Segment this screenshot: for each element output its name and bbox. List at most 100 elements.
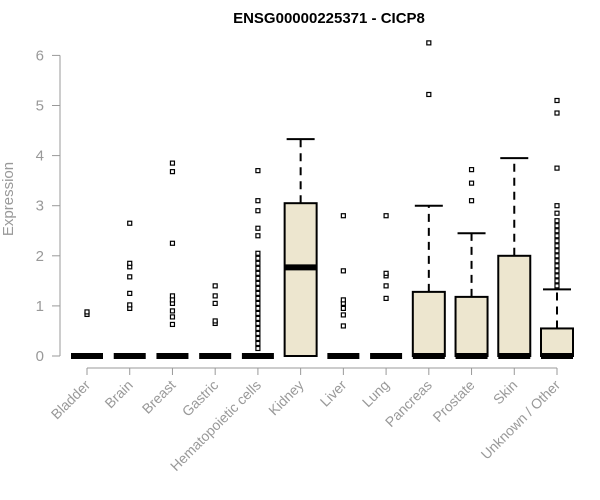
box-0 [71,309,103,359]
x-tick-label: Lung [359,377,392,410]
outlier-point [255,260,261,266]
y-tick-label: 0 [36,348,44,365]
x-tick-label: Bladder [48,377,94,423]
outlier-point [554,273,560,279]
outlier-point [426,40,432,46]
box-2 [156,160,189,359]
outlier-point [169,297,176,303]
outlier-point [255,340,261,347]
x-tick-label: Prostate [429,377,477,425]
outlier-point [255,335,261,342]
outlier-point [554,218,560,224]
outlier-point [255,295,261,301]
outlier-point [554,278,560,284]
x-tick-label: Kidney [265,377,307,419]
y-axis-label: Expression [0,162,17,236]
y-tick-label: 3 [36,198,44,215]
y-tick-label: 6 [36,47,44,64]
box-5 [283,138,318,357]
box-1 [113,220,146,359]
outlier-point [169,169,176,175]
outlier-point [127,220,133,226]
outlier-point [554,210,560,216]
box-6 [327,213,360,359]
outlier-point [554,283,560,289]
outlier-point [554,253,560,259]
outlier-point [554,268,560,274]
x-tick-label: Pancreas [382,377,435,430]
outlier-point [255,255,261,261]
box-10 [497,157,532,359]
outlier-point [84,309,90,315]
x-tick-label: Gastric [179,377,222,420]
outlier-point [383,270,389,276]
outlier-point [554,258,560,264]
outlier-point [383,283,389,289]
box-rect [497,254,532,357]
outlier-point [554,97,560,104]
outlier-point [340,268,346,274]
y-tick-label: 2 [36,248,44,265]
outlier-point [554,165,560,171]
box-rect [411,290,446,358]
x-tick-label: Liver [317,377,350,410]
outlier-point [255,225,261,231]
outlier-point [255,325,261,332]
outlier-point [255,168,261,174]
outlier-point [255,290,261,296]
outlier-point [212,318,218,324]
outlier-point [255,345,261,352]
box-8 [411,40,446,359]
outlier-point [255,275,261,281]
box-11 [540,97,574,359]
outlier-point [255,198,261,204]
outlier-point [169,293,176,299]
outlier-point [340,323,346,329]
outlier-point [255,320,261,327]
y-tick-label: 1 [36,298,44,315]
outlier-point [212,293,218,299]
box-3 [199,283,232,359]
box-rect [540,327,574,358]
outlier-point [255,208,261,214]
outlier-point [554,203,560,209]
outlier-point [255,270,261,276]
outlier-point [169,308,176,314]
outlier-point [554,233,560,239]
outlier-point [468,167,475,173]
outlier-point [554,243,560,249]
outlier-point [255,310,261,317]
outlier-point [383,295,389,301]
outlier-point [468,180,475,186]
outlier-point [554,110,560,116]
outlier-point [255,280,261,286]
outlier-point [127,302,133,308]
outlier-point [554,238,560,244]
outlier-point [554,248,560,254]
outlier-point [426,91,432,98]
outlier-point [169,240,176,246]
outlier-point [127,274,133,280]
outlier-point [255,285,261,291]
outlier-point [255,330,261,337]
outlier-point [255,305,261,312]
outlier-point [340,305,346,312]
outlier-point [127,290,133,296]
outlier-point [169,160,176,166]
outlier-point [340,297,346,303]
y-axis: 0 1 2 3 4 5 6 [36,47,61,365]
outlier-point [212,300,218,306]
y-tick-label: 5 [36,98,44,115]
outlier-point [255,250,261,256]
x-tick-label: Breast [139,377,179,417]
outlier-point [468,198,475,204]
box-4 [241,168,274,359]
outlier-point [554,223,560,229]
x-tick-label: Brain [101,377,135,411]
outlier-point [255,300,261,306]
x-tick-label: Unknown / Other [478,377,564,463]
outlier-point [169,314,176,320]
outlier-point [255,265,261,271]
